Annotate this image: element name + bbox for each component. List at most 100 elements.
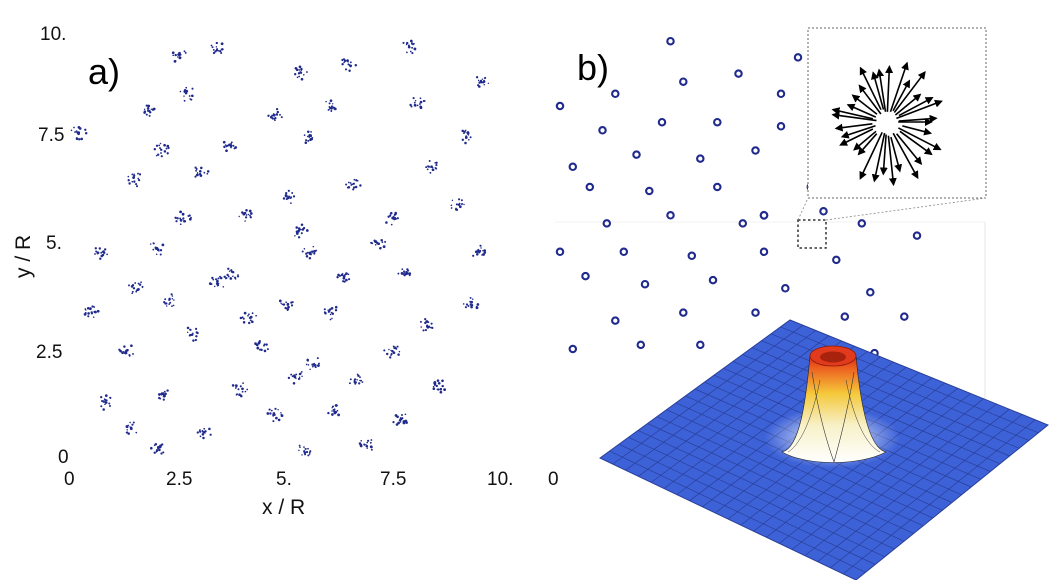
- sample-dot: [256, 346, 260, 350]
- sample-dot: [487, 82, 490, 85]
- sample-dot: [248, 209, 252, 213]
- sample-dot: [131, 173, 134, 176]
- y-tick-7.5: 7.5: [38, 125, 64, 146]
- sample-dot: [370, 446, 373, 449]
- sample-dot: [390, 349, 392, 352]
- sample-dot: [203, 427, 206, 430]
- sample-dot: [190, 333, 194, 337]
- sample-dot: [305, 448, 307, 450]
- sample-dot: [409, 50, 412, 53]
- sample-dot: [177, 53, 180, 56]
- sample-dot: [158, 393, 161, 396]
- sample-dot: [399, 421, 402, 423]
- sample-dot: [143, 111, 146, 114]
- sample-dot: [258, 348, 262, 351]
- sample-dot: [432, 385, 435, 388]
- sample-dot: [87, 312, 90, 315]
- sample-dot: [279, 113, 281, 116]
- sample-dot: [406, 51, 408, 54]
- sample-dot: [94, 310, 97, 314]
- sample-dot: [358, 382, 361, 385]
- sample-dot: [377, 243, 380, 245]
- sample-dot: [87, 315, 90, 318]
- sample-dot: [315, 249, 318, 252]
- sample-dot: [272, 412, 276, 415]
- sample-dot: [221, 48, 224, 51]
- sample-dot: [437, 381, 441, 385]
- sample-dot: [104, 248, 107, 251]
- sample-dot: [209, 433, 212, 436]
- sample-dot: [208, 282, 212, 285]
- sample-dot: [195, 327, 198, 330]
- sample-dot: [425, 166, 428, 169]
- particle-cluster: [325, 99, 337, 112]
- sample-dot: [295, 373, 298, 376]
- sample-dot: [327, 411, 330, 415]
- sample-dot: [287, 376, 291, 380]
- sample-dot: [132, 352, 134, 355]
- sample-dot: [188, 217, 192, 221]
- sample-dot: [303, 248, 306, 250]
- sample-dot: [348, 382, 351, 385]
- particle-cluster: [194, 166, 210, 178]
- sample-dot: [304, 453, 307, 456]
- sample-dot: [244, 390, 247, 393]
- particle-cluster: [157, 389, 169, 401]
- particle-cluster: [294, 65, 308, 81]
- sample-dot: [133, 173, 135, 175]
- sample-dot: [419, 97, 422, 100]
- surface-grid-line: [742, 354, 1001, 465]
- sample-dot: [158, 250, 160, 252]
- sample-dot: [343, 59, 347, 62]
- sample-dot: [230, 269, 233, 272]
- sample-dot: [331, 410, 333, 412]
- sample-dot: [222, 286, 225, 288]
- sample-dot: [288, 195, 291, 198]
- sample-dot: [227, 267, 230, 270]
- sample-dot: [347, 186, 351, 189]
- sample-dot: [328, 308, 332, 311]
- sample-dot: [100, 399, 104, 403]
- sample-dot: [101, 250, 104, 253]
- sample-dot: [352, 188, 355, 191]
- sample-dot: [174, 216, 177, 219]
- sample-dot: [311, 136, 314, 139]
- sample-dot: [156, 448, 158, 451]
- sample-dot: [94, 247, 97, 250]
- particle-cluster: [83, 305, 100, 318]
- sample-dot: [183, 91, 186, 94]
- mean-position-marker: [819, 207, 828, 216]
- sample-dot: [334, 404, 338, 407]
- sample-dot: [333, 107, 336, 110]
- displacement-arrow: [840, 125, 876, 139]
- particle-cluster: [301, 245, 318, 260]
- sample-dot: [181, 212, 185, 216]
- sample-dot: [198, 430, 201, 432]
- sample-dot: [426, 325, 430, 329]
- sample-dot: [277, 408, 279, 411]
- sample-dot: [200, 166, 203, 170]
- y-tick-10: 10.: [40, 24, 66, 45]
- sample-dot: [305, 450, 309, 454]
- surface-grid-line: [804, 403, 997, 556]
- sample-dot: [224, 277, 227, 280]
- sample-dot: [347, 181, 350, 184]
- sample-dot: [330, 110, 333, 112]
- sample-dot: [436, 388, 439, 391]
- sample-dot: [306, 358, 309, 362]
- sample-dot: [230, 145, 233, 148]
- sample-dot: [155, 144, 159, 147]
- sample-dot: [149, 243, 152, 245]
- arrow-inset: [797, 27, 987, 221]
- displacement-arrow: [846, 103, 877, 118]
- displacement-arrows: [831, 61, 943, 187]
- sample-dot: [145, 113, 148, 116]
- sample-dot: [435, 384, 438, 388]
- sample-dot: [242, 382, 244, 384]
- sample-dot: [381, 241, 384, 244]
- sample-dot: [185, 86, 188, 89]
- sample-dot: [94, 253, 96, 255]
- sample-dot: [161, 392, 163, 394]
- sample-dot: [92, 316, 95, 318]
- sample-dot: [162, 394, 166, 398]
